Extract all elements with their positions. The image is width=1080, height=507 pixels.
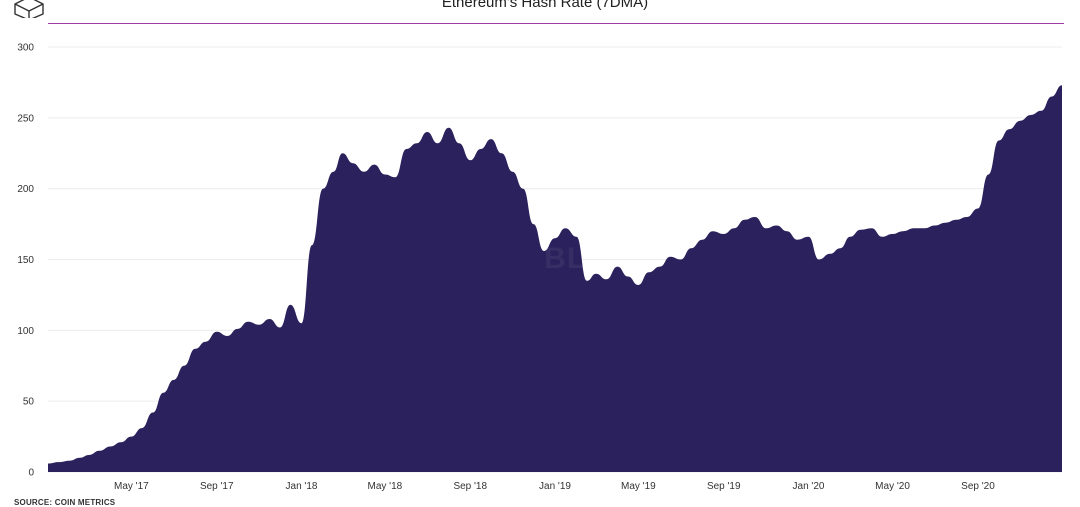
x-tick-label: Jan '19 [539,481,571,492]
y-tick-label: 0 [28,468,34,479]
cube-logo-icon [14,0,44,18]
x-tick-label: Sep '17 [200,481,234,492]
y-axis-ticks: 0 50 100 150 200 250 300 [17,43,34,479]
y-tick-label: 100 [17,326,34,337]
x-tick-label: Jan '20 [793,481,825,492]
y-tick-label: 250 [17,113,34,124]
x-tick-label: May '17 [114,481,149,492]
title-divider [48,23,1064,24]
x-tick-label: May '18 [367,481,402,492]
chart-title: Ethereum's Hash Rate (7DMA) [441,0,649,11]
x-tick-label: Jan '18 [286,481,318,492]
x-tick-label: Sep '18 [453,481,487,492]
y-tick-label: 300 [17,43,34,54]
x-tick-label: Sep '19 [707,481,741,492]
x-axis-ticks: May '17 Sep '17 Jan '18 May '18 Sep '18 Jan '… [114,481,995,492]
y-tick-label: 200 [17,184,34,195]
x-tick-label: Sep '20 [961,481,995,492]
watermark: BLOCK [544,242,656,275]
x-tick-label: May '20 [875,481,910,492]
x-tick-label: May '19 [621,481,656,492]
y-tick-label: 50 [23,397,35,408]
hash-rate-area [48,85,1062,473]
y-tick-label: 150 [17,255,34,266]
source-note: SOURCE: COIN METRICS [14,498,116,507]
